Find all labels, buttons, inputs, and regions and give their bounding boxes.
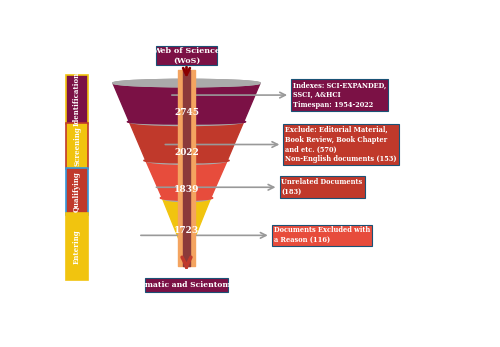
Text: 2745: 2745 bbox=[174, 108, 199, 117]
Text: Screening: Screening bbox=[73, 126, 81, 166]
Text: Qualifying: Qualifying bbox=[73, 171, 81, 212]
Polygon shape bbox=[130, 122, 244, 161]
Ellipse shape bbox=[113, 79, 260, 87]
FancyBboxPatch shape bbox=[156, 46, 216, 65]
Polygon shape bbox=[146, 161, 227, 198]
Text: 1839: 1839 bbox=[174, 185, 199, 194]
Polygon shape bbox=[162, 198, 210, 258]
Ellipse shape bbox=[160, 196, 212, 200]
Text: Indexes: SCI-EXPANDED,
SSCI, A&HCI
Timespan: 1954-2022: Indexes: SCI-EXPANDED, SSCI, A&HCI Times… bbox=[293, 81, 386, 109]
Ellipse shape bbox=[146, 157, 227, 164]
FancyBboxPatch shape bbox=[66, 122, 88, 169]
Polygon shape bbox=[113, 83, 260, 122]
Text: Systematic and Scientometric: Systematic and Scientometric bbox=[122, 281, 251, 289]
Ellipse shape bbox=[184, 256, 188, 260]
FancyBboxPatch shape bbox=[66, 213, 88, 280]
Text: 1723: 1723 bbox=[174, 226, 199, 235]
FancyBboxPatch shape bbox=[144, 278, 228, 292]
Ellipse shape bbox=[128, 120, 246, 124]
Text: Exclude: Editorial Material,
Book Review, Book Chapter
and etc. (570)
Non-Englis: Exclude: Editorial Material, Book Review… bbox=[286, 126, 397, 163]
Text: 2022: 2022 bbox=[174, 148, 199, 157]
FancyBboxPatch shape bbox=[66, 168, 88, 214]
Text: Identification: Identification bbox=[73, 72, 81, 126]
Text: Web of Science
(WoS): Web of Science (WoS) bbox=[152, 47, 220, 65]
Ellipse shape bbox=[162, 194, 210, 202]
FancyBboxPatch shape bbox=[66, 75, 88, 124]
Ellipse shape bbox=[113, 79, 260, 87]
Text: Entering: Entering bbox=[73, 229, 81, 264]
Text: Documents Excluded with
a Reason (116): Documents Excluded with a Reason (116) bbox=[274, 227, 370, 244]
Ellipse shape bbox=[130, 118, 244, 126]
Ellipse shape bbox=[144, 158, 229, 163]
Text: Unrelated Documents
(183): Unrelated Documents (183) bbox=[282, 178, 362, 196]
